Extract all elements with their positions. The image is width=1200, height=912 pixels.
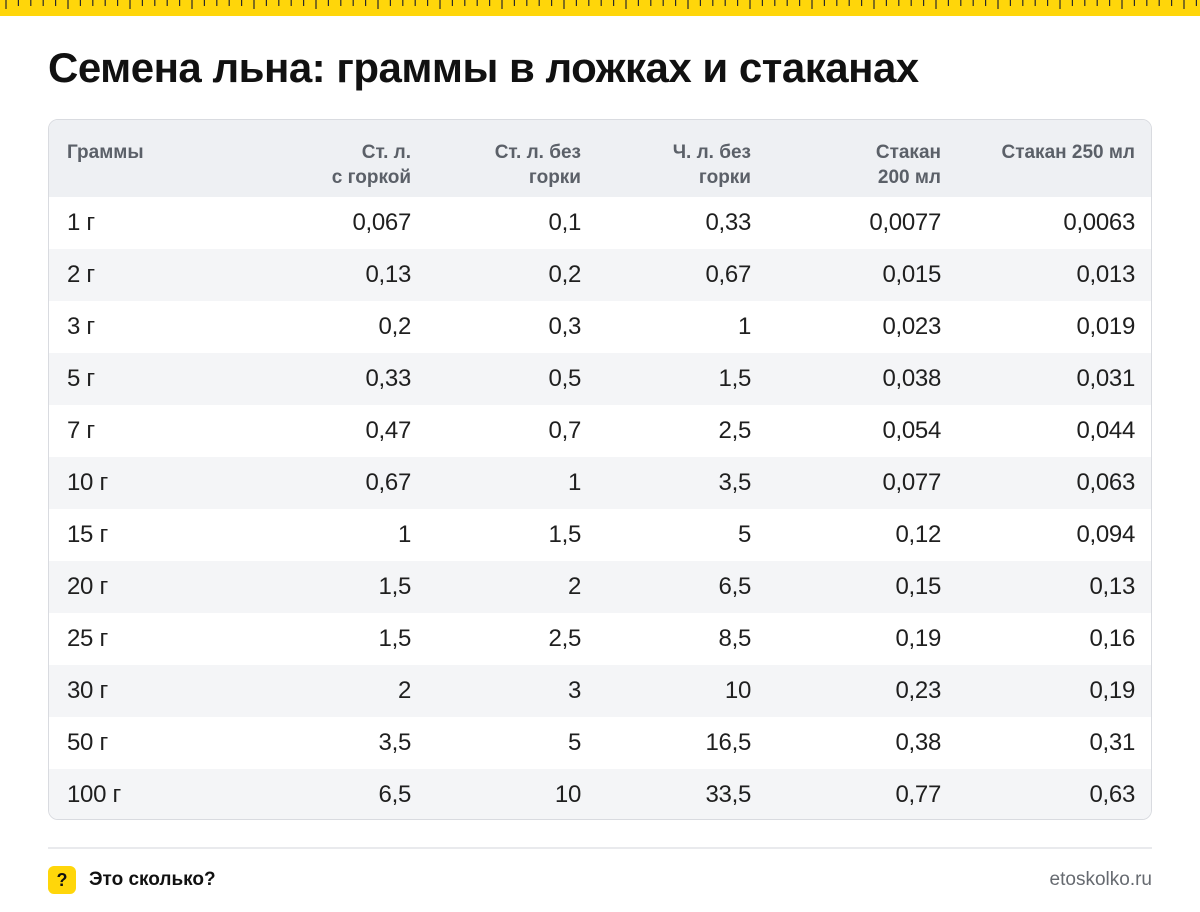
cell-cup-200: 0,023 [882, 313, 941, 340]
table-row: 10 г 0,67 1 3,5 0,077 0,063 [49, 457, 1151, 509]
cell-tsp-level: 5 [737, 521, 751, 548]
cell-tbsp-level: 3 [567, 677, 581, 704]
cell-tbsp-level: 1 [567, 469, 581, 496]
cell-tbsp-level: 0,3 [548, 313, 582, 340]
cell-cup-200: 0,015 [882, 261, 941, 288]
cell-tbsp-level: 2 [567, 573, 581, 600]
header-grams: Граммы [67, 142, 144, 163]
cell-cup-250: 0,16 [1089, 625, 1135, 652]
cell-tbsp-level: 0,1 [548, 209, 582, 236]
header-tbsp-level: Ст. л. без горки [494, 142, 581, 188]
cell-tbsp-heaped: 0,67 [365, 469, 411, 496]
cell-tbsp-heaped: 1,5 [378, 573, 412, 600]
cell-cup-200: 0,15 [895, 573, 941, 600]
table-row: 25 г 1,5 2,5 8,5 0,19 0,16 [49, 613, 1151, 665]
cell-cup-200: 0,19 [895, 625, 941, 652]
cell-tbsp-heaped: 6,5 [378, 781, 412, 808]
cell-cup-250: 0,031 [1076, 365, 1135, 392]
cell-grams: 1 г [67, 209, 95, 236]
cell-cup-200: 0,77 [895, 781, 941, 808]
cell-grams: 3 г [67, 313, 95, 340]
cell-tbsp-heaped: 0,2 [378, 313, 412, 340]
site-url[interactable]: etoskolko.ru [1049, 869, 1152, 890]
cell-tsp-level: 0,67 [705, 261, 751, 288]
table-row: 2 г 0,13 0,2 0,67 0,015 0,013 [49, 249, 1151, 301]
cell-tbsp-level: 1,5 [548, 521, 582, 548]
brand-block: ? Это сколько? [48, 866, 216, 894]
cell-tsp-level: 1,5 [718, 365, 752, 392]
cell-cup-250: 0,094 [1076, 521, 1135, 548]
cell-tbsp-level: 0,5 [548, 365, 582, 392]
cell-tbsp-heaped: 1,5 [378, 625, 412, 652]
cell-tsp-level: 3,5 [718, 469, 752, 496]
cell-tsp-level: 33,5 [705, 781, 751, 808]
cell-cup-200: 0,38 [895, 729, 941, 756]
cell-grams: 100 г [67, 781, 121, 808]
cell-grams: 2 г [67, 261, 95, 288]
cell-cup-200: 0,23 [895, 677, 941, 704]
cell-tbsp-heaped: 1 [397, 521, 411, 548]
table-row: 20 г 1,5 2 6,5 0,15 0,13 [49, 561, 1151, 613]
cell-tsp-level: 0,33 [705, 209, 751, 236]
question-mark-icon: ? [48, 866, 76, 894]
cell-cup-200: 0,0077 [869, 209, 941, 236]
cell-tbsp-heaped: 0,47 [365, 417, 411, 444]
cell-grams: 30 г [67, 677, 108, 704]
cell-cup-200: 0,12 [895, 521, 941, 548]
cell-tsp-level: 2,5 [718, 417, 752, 444]
cell-tbsp-heaped: 0,067 [352, 209, 411, 236]
table-row: 1 г 0,067 0,1 0,33 0,0077 0,0063 [49, 197, 1151, 249]
conversion-table: Граммы Ст. л. с горкой Ст. л. без горки Ч.… [48, 119, 1152, 820]
cell-cup-250: 0,019 [1076, 313, 1135, 340]
cell-grams: 7 г [67, 417, 95, 444]
cell-cup-200: 0,038 [882, 365, 941, 392]
cell-grams: 10 г [67, 469, 108, 496]
table-row: 7 г 0,47 0,7 2,5 0,054 0,044 [49, 405, 1151, 457]
cell-tbsp-level: 10 [554, 781, 581, 808]
cell-tsp-level: 16,5 [705, 729, 751, 756]
cell-tbsp-heaped: 3,5 [378, 729, 412, 756]
cell-tbsp-level: 5 [567, 729, 581, 756]
cell-tsp-level: 6,5 [718, 573, 752, 600]
table-row: 30 г 2 3 10 0,23 0,19 [49, 665, 1151, 717]
header-cup-250: Стакан 250 мл [1001, 142, 1135, 163]
cell-grams: 25 г [67, 625, 108, 652]
cell-grams: 20 г [67, 573, 108, 600]
cell-tbsp-level: 2,5 [548, 625, 582, 652]
cell-cup-200: 0,077 [882, 469, 941, 496]
cell-cup-250: 0,13 [1089, 573, 1135, 600]
header-tsp-level: Ч. л. без горки [672, 142, 751, 188]
table-row: 5 г 0,33 0,5 1,5 0,038 0,031 [49, 353, 1151, 405]
brand-name: Это сколько? [89, 869, 216, 890]
cell-tbsp-level: 0,7 [548, 417, 582, 444]
cell-cup-250: 0,31 [1089, 729, 1135, 756]
cell-cup-250: 0,044 [1076, 417, 1135, 444]
page-title: Семена льна: граммы в ложках и стаканах [48, 44, 919, 91]
cell-cup-250: 0,19 [1089, 677, 1135, 704]
cell-tsp-level: 1 [737, 313, 751, 340]
cell-tbsp-heaped: 2 [397, 677, 411, 704]
cell-grams: 50 г [67, 729, 108, 756]
cell-tsp-level: 10 [724, 677, 751, 704]
table-row: 3 г 0,2 0,3 1 0,023 0,019 [49, 301, 1151, 353]
ruler-stripe [0, 0, 1200, 16]
table-header-row: Граммы Ст. л. с горкой Ст. л. без горки Ч.… [49, 120, 1151, 197]
cell-cup-250: 0,013 [1076, 261, 1135, 288]
cell-cup-250: 0,063 [1076, 469, 1135, 496]
cell-cup-250: 0,63 [1089, 781, 1135, 808]
table-row: 50 г 3,5 5 16,5 0,38 0,31 [49, 717, 1151, 769]
cell-tbsp-heaped: 0,13 [365, 261, 411, 288]
cell-cup-200: 0,054 [882, 417, 941, 444]
header-tbsp-heaped: Ст. л. с горкой [331, 142, 411, 188]
header-cup-200: Стакан 200 мл [875, 142, 941, 188]
cell-tbsp-level: 0,2 [548, 261, 582, 288]
table-row: 100 г 6,5 10 33,5 0,77 0,63 [49, 769, 1151, 819]
table-row: 15 г 1 1,5 5 0,12 0,094 [49, 509, 1151, 561]
cell-tsp-level: 8,5 [718, 625, 752, 652]
footer-divider [48, 847, 1152, 849]
cell-grams: 15 г [67, 521, 108, 548]
cell-cup-250: 0,0063 [1063, 209, 1135, 236]
cell-grams: 5 г [67, 365, 95, 392]
cell-tbsp-heaped: 0,33 [365, 365, 411, 392]
